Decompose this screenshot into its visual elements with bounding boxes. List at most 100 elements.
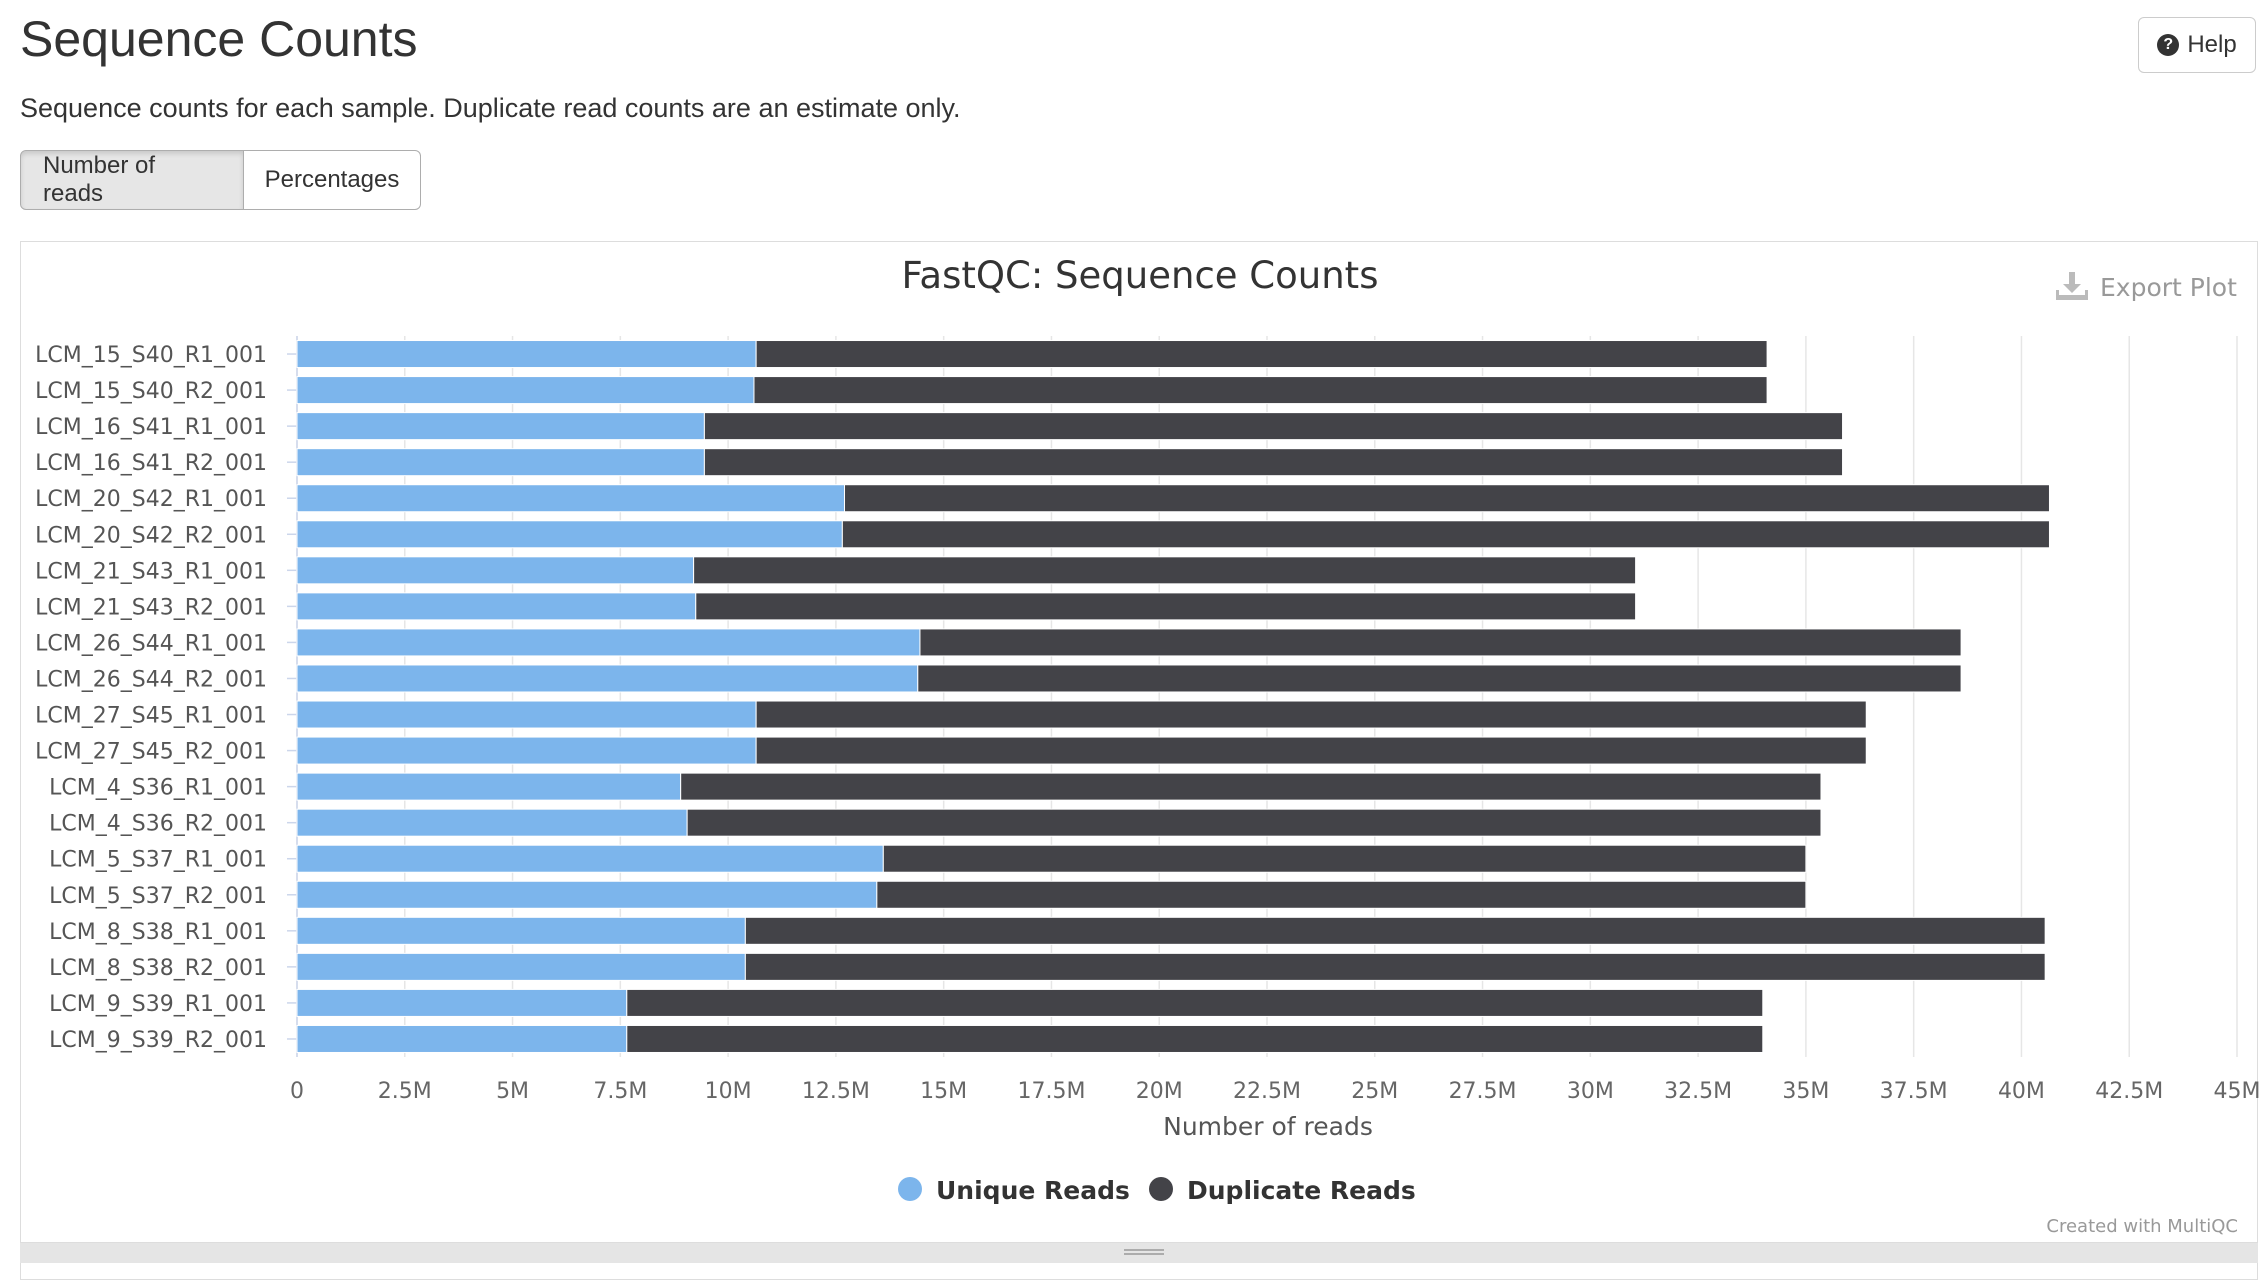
category-label: LCM_16_S41_R2_001 [35,451,267,476]
legend-unique-marker [898,1177,922,1201]
duplicate-reads-bar[interactable] [744,916,2046,945]
unique-reads-bar[interactable] [296,700,757,729]
duplicate-reads-bar[interactable] [686,808,1822,837]
category-label: LCM_5_S37_R1_001 [49,848,267,873]
duplicate-reads-bar[interactable] [841,520,2050,549]
legend-unique-label: Unique Reads [936,1176,1130,1205]
category-label: LCM_4_S36_R2_001 [49,812,267,837]
unique-reads-bar[interactable] [296,376,755,405]
x-tick-label: 27.5M [1449,1079,1517,1104]
unique-reads-bar[interactable] [296,412,705,441]
created-with-credit: Created with MultiQC [2046,1216,2238,1237]
help-button-label: Help [2187,31,2237,58]
duplicate-reads-bar[interactable] [753,376,1768,405]
x-tick-label: 22.5M [1233,1079,1301,1104]
legend-duplicate-label: Duplicate Reads [1187,1176,1416,1205]
download-icon [2056,272,2088,300]
duplicate-reads-bar[interactable] [703,412,1844,441]
duplicate-reads-bar[interactable] [693,556,1637,585]
duplicate-reads-bar[interactable] [626,1024,1764,1053]
unique-reads-bar[interactable] [296,592,697,621]
unique-reads-bar[interactable] [296,844,884,873]
grid-lines [296,336,2238,1057]
category-label: LCM_15_S40_R2_001 [35,379,267,404]
duplicate-reads-bar[interactable] [917,664,1962,693]
category-label: LCM_20_S42_R1_001 [35,487,267,512]
legend-duplicate[interactable]: Duplicate Reads [1149,1176,1416,1205]
category-label: LCM_16_S41_R1_001 [35,415,267,440]
grip-icon [1124,1249,1164,1255]
category-label: LCM_21_S43_R2_001 [35,595,267,620]
x-tick-label: 2.5M [378,1079,432,1104]
x-tick-label: 7.5M [593,1079,647,1104]
duplicate-reads-bar[interactable] [626,988,1764,1017]
duplicate-reads-bar[interactable] [876,880,1807,909]
x-tick-label: 15M [920,1079,967,1104]
category-label: LCM_9_S39_R2_001 [49,1028,267,1053]
legend-duplicate-marker [1149,1177,1173,1201]
category-labels: LCM_15_S40_R1_001 LCM_15_S40_R2_001 LCM_16… [35,343,297,1053]
unique-reads-bar[interactable] [296,664,919,693]
unique-reads-bar[interactable] [296,880,878,909]
unique-reads-bar[interactable] [296,556,695,585]
duplicate-reads-bar[interactable] [703,448,1844,477]
x-tick-label: 5M [496,1079,529,1104]
duplicate-reads-bar[interactable] [919,628,1962,657]
x-tick-label: 12.5M [802,1079,870,1104]
unique-reads-bar[interactable] [296,988,628,1017]
x-tick-label: 17.5M [1017,1079,1085,1104]
category-label: LCM_8_S38_R2_001 [49,956,267,981]
duplicate-reads-bar[interactable] [882,844,1807,873]
x-tick-label: 30M [1567,1079,1614,1104]
duplicate-reads-bar[interactable] [844,484,2050,513]
category-label: LCM_15_S40_R1_001 [35,343,267,368]
duplicate-reads-bar[interactable] [755,700,1867,729]
x-tick-label: 20M [1136,1079,1183,1104]
category-label: LCM_9_S39_R1_001 [49,992,267,1017]
legend-unique[interactable]: Unique Reads [898,1176,1130,1205]
unique-reads-bar[interactable] [296,916,746,945]
help-button[interactable]: ? Help [2138,17,2256,73]
unique-reads-bar[interactable] [296,808,688,837]
duplicate-reads-bar[interactable] [755,340,1768,369]
x-tick-label: 25M [1351,1079,1398,1104]
bar-series [296,340,2050,1053]
plot-toggle-group: Number of reads Percentages [20,150,421,210]
unique-reads-bar[interactable] [296,340,757,369]
duplicate-reads-bar[interactable] [744,952,2046,981]
x-tick-label: 45M [2214,1079,2261,1104]
category-label: LCM_8_S38_R1_001 [49,920,267,945]
duplicate-reads-bar[interactable] [755,736,1867,765]
plot-resize-handle[interactable] [20,1242,2258,1263]
duplicate-reads-bar[interactable] [695,592,1637,621]
unique-reads-bar[interactable] [296,628,921,657]
unique-reads-bar[interactable] [296,952,746,981]
x-tick-label: 0 [290,1079,304,1104]
x-tick-label: 40M [1998,1079,2045,1104]
category-label: LCM_27_S45_R2_001 [35,740,267,765]
unique-reads-bar[interactable] [296,1024,628,1053]
category-label: LCM_4_S36_R1_001 [49,776,267,801]
x-tick-label: 35M [1782,1079,1829,1104]
export-plot-button[interactable]: Export Plot [2056,272,2237,302]
category-label: LCM_21_S43_R1_001 [35,559,267,584]
unique-reads-bar[interactable] [296,484,846,513]
number-of-reads-button[interactable]: Number of reads [20,150,244,210]
unique-reads-bar[interactable] [296,520,843,549]
category-label: LCM_26_S44_R1_001 [35,631,267,656]
section-description: Sequence counts for each sample. Duplica… [20,93,961,123]
category-label: LCM_27_S45_R1_001 [35,704,267,729]
x-tick-label: 37.5M [1880,1079,1948,1104]
category-label: LCM_20_S42_R2_001 [35,523,267,548]
x-tick-labels: 0 2.5M 5M 7.5M 10M 12.5M 15M 17.5M 20M 22.5M 25M 27… [290,1079,2260,1104]
unique-reads-bar[interactable] [296,448,705,477]
duplicate-reads-bar[interactable] [680,772,1822,801]
unique-reads-bar[interactable] [296,772,682,801]
x-tick-label: 42.5M [2095,1079,2163,1104]
page-title: Sequence Counts [20,11,418,67]
unique-reads-bar[interactable] [296,736,757,765]
percentages-button[interactable]: Percentages [244,150,421,210]
x-tick-label: 10M [705,1079,752,1104]
export-plot-label: Export Plot [2100,273,2237,302]
